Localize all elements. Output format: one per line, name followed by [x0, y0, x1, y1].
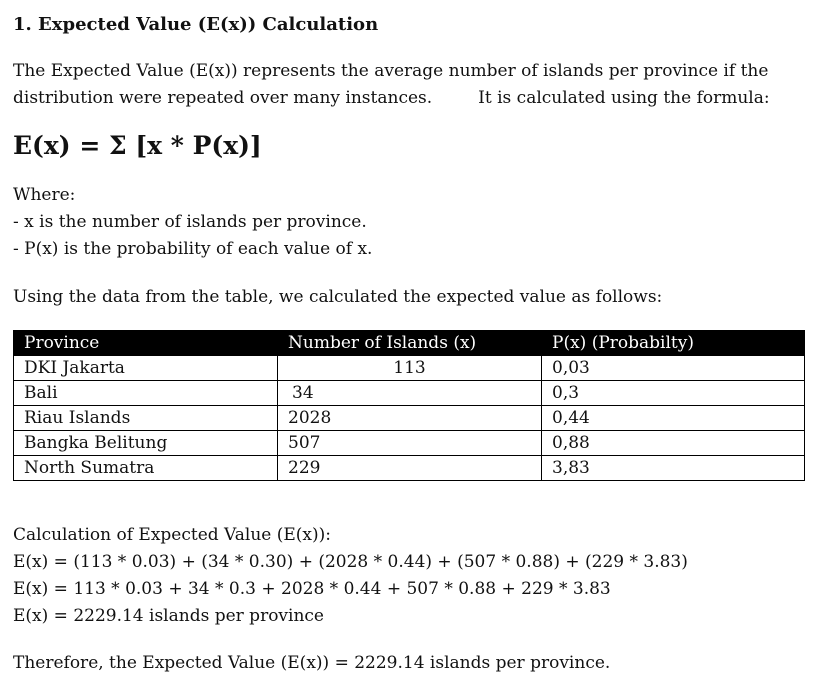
cell-islands: 113: [277, 355, 542, 381]
cell-province: DKI Jakarta: [13, 355, 278, 381]
cell-islands: 34: [277, 380, 542, 406]
header-province: Province: [13, 330, 278, 356]
table-row: Bali 34 0,3: [13, 380, 805, 406]
cell-province: Bali: [13, 380, 278, 406]
intro-text: The Expected Value (E(x)) represents the…: [13, 61, 769, 108]
expected-value-formula: E(x) = Σ [x * P(x)]: [13, 131, 262, 160]
calculation-line-expanded: E(x) = (113 * 0.03) + (34 * 0.30) + (202…: [13, 552, 688, 572]
section-heading: 1. Expected Value (E(x)) Calculation: [13, 14, 379, 35]
cell-probability: 0,88: [541, 430, 805, 456]
table-row: Bangka Belitung 507 0,88: [13, 430, 805, 456]
intro-paragraph: The Expected Value (E(x)) represents the…: [13, 58, 803, 112]
where-item-x: - x is the number of islands per provinc…: [13, 212, 367, 232]
where-block: Where: - x is the number of islands per …: [13, 182, 372, 263]
using-data-text: Using the data from the table, we calcul…: [13, 287, 663, 307]
cell-islands: 507: [277, 430, 542, 456]
cell-province: Riau Islands: [13, 405, 278, 431]
table-row: North Sumatra 229 3,83: [13, 455, 805, 481]
cell-probability: 3,83: [541, 455, 805, 481]
cell-islands: 229: [277, 455, 542, 481]
where-title: Where:: [13, 185, 76, 205]
table-row: DKI Jakarta 113 0,03: [13, 355, 805, 381]
cell-islands: 2028: [277, 405, 542, 431]
calculation-block: Calculation of Expected Value (E(x)): E(…: [13, 522, 688, 630]
conclusion-text: Therefore, the Expected Value (E(x)) = 2…: [13, 653, 611, 673]
cell-probability: 0,44: [541, 405, 805, 431]
header-number-of-islands: Number of Islands (x): [277, 330, 542, 356]
where-item-px: - P(x) is the probability of each value …: [13, 239, 373, 259]
islands-table: Province Number of Islands (x) P(x) (Pro…: [13, 330, 805, 481]
cell-probability: 0,03: [541, 355, 805, 381]
header-probability: P(x) (Probabilty): [541, 330, 805, 356]
table-header-row: Province Number of Islands (x) P(x) (Pro…: [13, 330, 805, 356]
cell-province: North Sumatra: [13, 455, 278, 481]
intro-formula-lead: It is calculated using the formula:: [478, 88, 770, 108]
cell-probability: 0,3: [541, 380, 805, 406]
calculation-title: Calculation of Expected Value (E(x)):: [13, 525, 332, 545]
calculation-line-simplified: E(x) = 113 * 0.03 + 34 * 0.3 + 2028 * 0.…: [13, 579, 611, 599]
table-row: Riau Islands 2028 0,44: [13, 405, 805, 431]
cell-province: Bangka Belitung: [13, 430, 278, 456]
calculation-line-result: E(x) = 2229.14 islands per province: [13, 606, 324, 626]
